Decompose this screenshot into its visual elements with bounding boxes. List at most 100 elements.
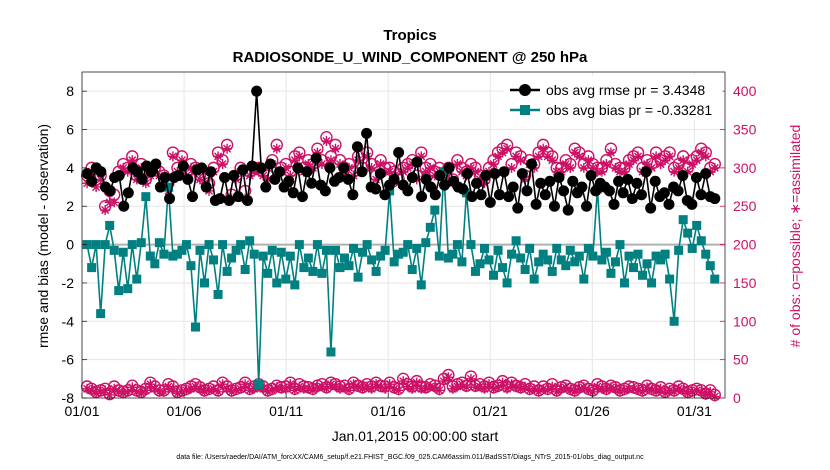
bias-series-point [132,274,142,284]
obs-assimilated-point [709,162,720,173]
obs-assimilated-point [307,385,318,396]
asterisk-stroke [489,384,498,393]
asterisk-stroke [335,384,345,393]
rmse-series-point [342,173,354,185]
obs-assimilated-point [104,389,115,400]
bias-series-point [376,251,386,261]
bias-series-point [674,245,684,255]
obs-assimilated-point [497,377,508,388]
y-right-tick-label: 250 [733,198,757,214]
asterisk-stroke [132,387,141,396]
y-axis-right-label: # of obs: o=possible; ∗=assimilated [787,125,803,348]
rmse-series-point [200,181,212,193]
rmse-series-point [182,173,194,185]
rmse-series-point [690,171,702,183]
bias-series-point [489,270,499,280]
rmse-series-point [173,170,185,182]
bias-series-point [701,249,711,259]
obs-assimilated-point [646,385,657,396]
bias-series-point [181,240,191,250]
obs-assimilated-point [330,143,341,154]
bias-series-point [190,322,200,332]
bias-series-point [195,245,205,255]
obs-assimilated-point [637,386,648,397]
asterisk-stroke [539,384,548,393]
asterisk-stroke [697,148,706,157]
asterisk-stroke [530,384,539,393]
asterisk-stroke [272,144,281,153]
rmse-series-point [581,200,593,212]
asterisk-stroke [484,380,494,389]
rmse-series-point [177,160,189,172]
obs-assimilated-point [402,381,413,392]
asterisk-stroke [521,382,530,391]
asterisk-stroke [349,380,358,389]
rmse-series-point [324,162,336,174]
asterisk-stroke [557,384,566,393]
obs-assimilated-point [285,379,296,390]
obs-assimilated-point [294,151,305,162]
bias-series [82,167,720,390]
bias-series-point [367,255,377,265]
bias-series-point [163,182,173,192]
obs-assimilated-point [633,151,644,162]
obs-assimilated-point [596,166,607,177]
bias-series-point [696,236,706,246]
asterisk-stroke [110,384,119,393]
rmse-series-point [251,85,263,97]
y-tick-label: 4 [66,160,74,176]
rmse-series-point [393,147,405,159]
bias-series-point [236,240,246,250]
bias-series-point [308,266,318,276]
plot-frame [81,71,726,399]
y-right-tick-label: 200 [733,237,757,253]
obs-assimilated-point [709,391,720,402]
asterisk-stroke [372,380,381,389]
asterisk-stroke [489,160,498,169]
rmse-series-point [338,162,350,174]
y-right-tick-label: 100 [733,313,757,329]
asterisk-stroke [340,383,349,392]
asterisk-stroke [471,167,480,176]
bias-series-point [647,278,657,288]
bias-series-point [281,274,291,284]
obs-assimilated-point [447,383,458,394]
rmse-series-point [264,158,276,170]
bias-series-point [353,272,363,282]
rmse-series-point [86,175,98,187]
bias-series-point [475,259,485,269]
asterisk-stroke [363,382,372,391]
asterisk-stroke [566,386,575,395]
rmse-series-point [136,173,148,185]
rmse-series-point [434,170,446,182]
bias-series-point [385,186,395,196]
asterisk-stroke [227,387,236,396]
obs-assimilated-point [452,159,463,170]
rmse-series-point [457,183,469,195]
asterisk-stroke [633,386,643,395]
bias-series-point [168,251,178,261]
bias-series-point [100,240,110,250]
rmse-series-point [640,166,652,178]
bias-series-point [209,255,219,265]
x-tick-label: 01/16 [371,403,406,419]
legend: obs avg rmse pr = 3.4348 obs avg bias pr… [504,75,723,121]
obs-assimilated-point [411,377,422,388]
asterisk-stroke [602,160,611,169]
rmse-series-point [223,194,235,206]
obs-assimilated-point [100,205,111,216]
obs-assimilated-point [194,383,205,394]
obs-assimilated-point [587,386,598,397]
bias-series-point [660,249,670,259]
asterisk-stroke [399,377,408,386]
rmse-series-point [370,183,382,195]
x-tick-label: 01/11 [269,403,303,419]
asterisk-stroke [114,387,123,396]
bias-series-point [105,220,115,230]
bias-series-point [380,245,390,255]
bias-series-point [276,247,286,257]
obs-assimilated-point [86,385,97,396]
bias-series-point [349,243,359,253]
bias-series-point [317,268,327,278]
